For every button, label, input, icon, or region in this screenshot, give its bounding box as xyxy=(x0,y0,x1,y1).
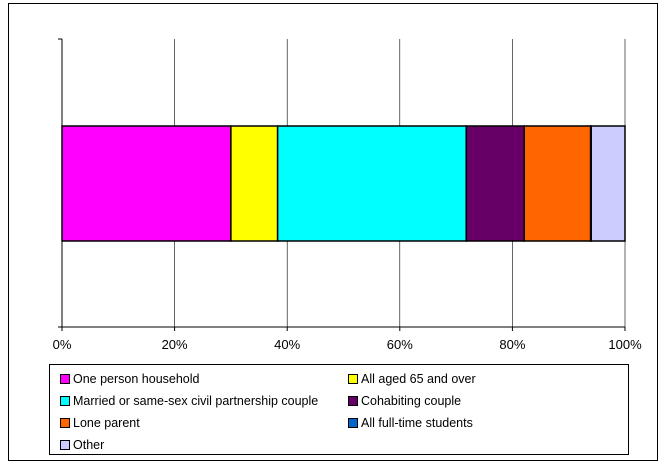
bar-segment-cohabiting-couple xyxy=(465,125,525,242)
legend-swatch xyxy=(60,418,70,428)
bar-segment-married-or-same-sex-civil-partnership-couple xyxy=(276,125,467,242)
bar-segment-all-aged-65-and-over xyxy=(230,125,279,242)
chart-frame: 0% 20% 40% 60% 80% 100% One person household A… xyxy=(8,3,658,461)
legend-item: Other xyxy=(60,438,104,452)
legend-swatch xyxy=(348,396,358,406)
bar-segment-one-person-household xyxy=(61,125,232,242)
legend-swatch xyxy=(348,374,358,384)
legend-item: All full-time students xyxy=(348,416,473,430)
bar-segment-other xyxy=(590,125,626,242)
x-tick-label: 60% xyxy=(387,337,413,352)
x-tick-label: 0% xyxy=(53,337,72,352)
legend-swatch xyxy=(348,418,358,428)
legend-item: Cohabiting couple xyxy=(348,394,461,408)
x-tick-label: 40% xyxy=(274,337,300,352)
x-tick-label: 80% xyxy=(499,337,525,352)
legend-item: Married or same-sex civil partnership co… xyxy=(60,394,318,408)
legend-item: One person household xyxy=(60,372,199,386)
legend: One person household All aged 65 and over… xyxy=(49,364,629,455)
x-tick-label: 20% xyxy=(162,337,188,352)
legend-label: Cohabiting couple xyxy=(361,394,462,408)
legend-swatch xyxy=(60,396,70,406)
legend-label: All full-time students xyxy=(361,416,473,430)
legend-item: All aged 65 and over xyxy=(348,372,476,386)
legend-item: Lone parent xyxy=(60,416,140,430)
legend-label: All aged 65 and over xyxy=(361,372,476,386)
legend-label: Lone parent xyxy=(73,416,140,430)
legend-label: One person household xyxy=(73,372,200,386)
bar-segment-lone-parent xyxy=(523,125,592,242)
legend-swatch xyxy=(60,374,70,384)
legend-label: Married or same-sex civil partnership co… xyxy=(73,394,319,408)
x-tick-label: 100% xyxy=(608,337,642,352)
chart-plot: 0% 20% 40% 60% 80% 100% xyxy=(53,38,642,352)
legend-label: Other xyxy=(73,438,105,452)
legend-swatch xyxy=(60,440,70,450)
